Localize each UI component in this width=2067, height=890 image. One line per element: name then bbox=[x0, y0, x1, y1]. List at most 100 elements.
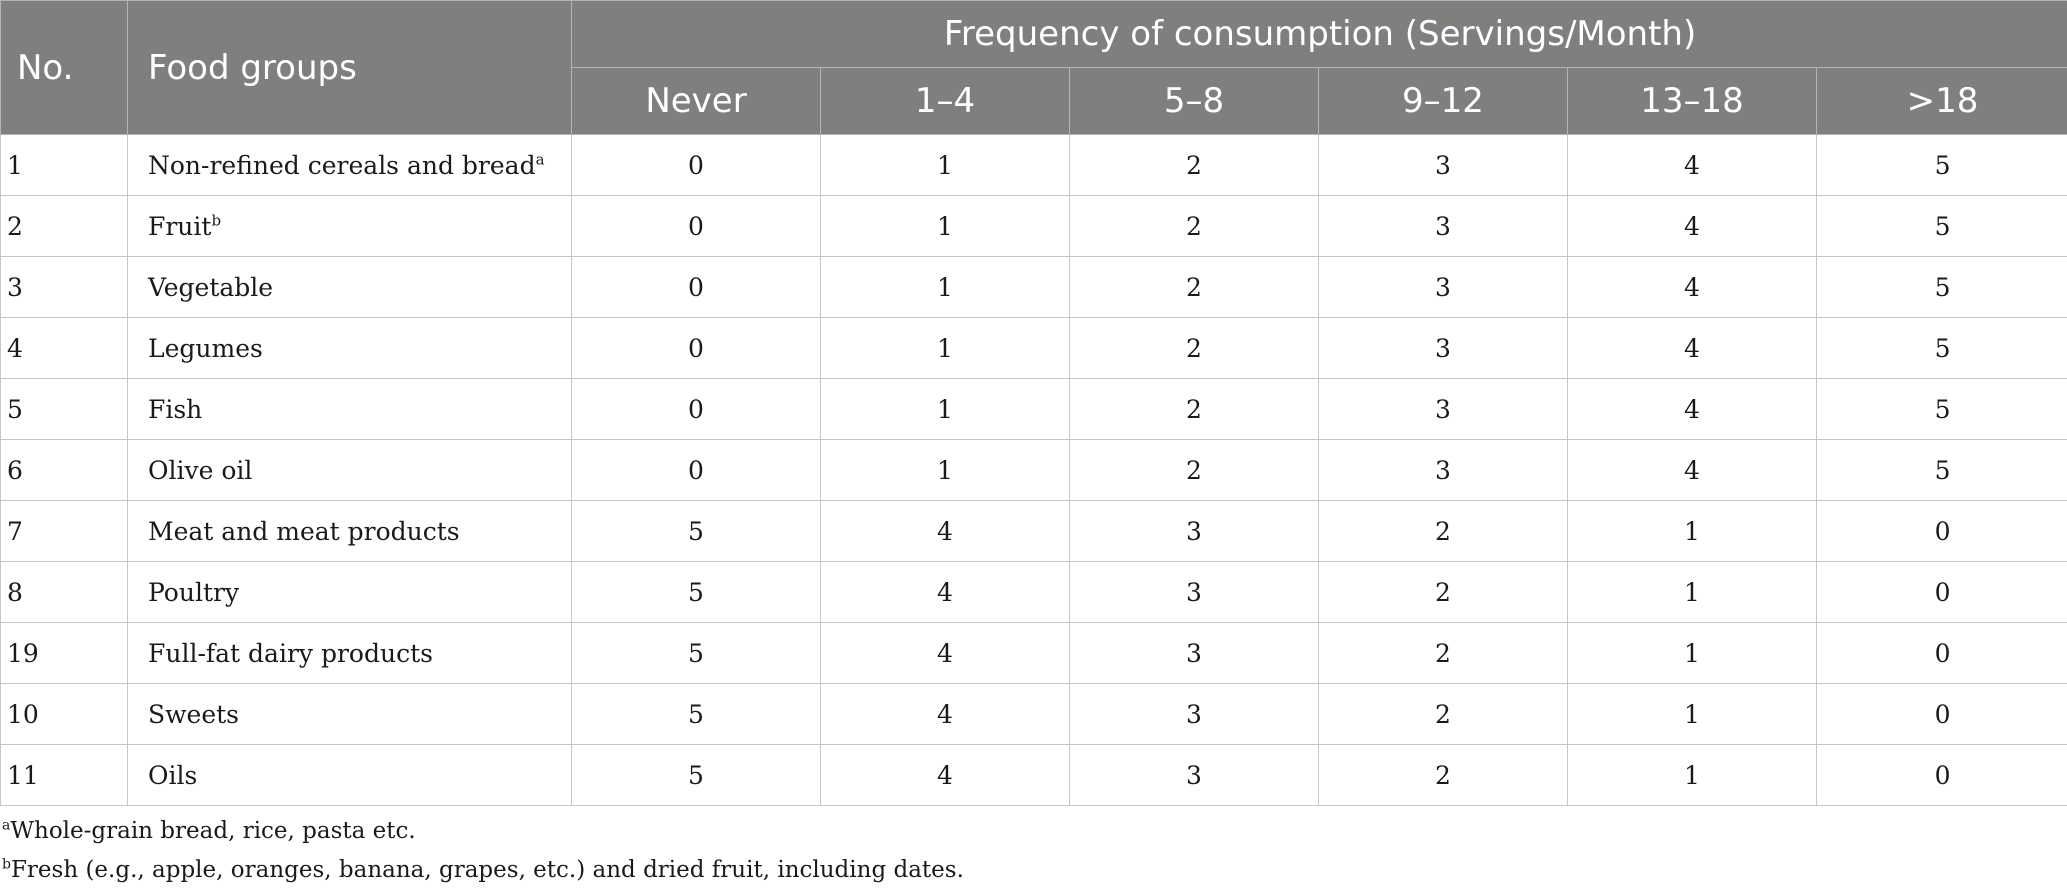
row-number: 4 bbox=[1, 318, 128, 379]
score-cell: 1 bbox=[1568, 623, 1817, 684]
score-cell: 1 bbox=[821, 318, 1070, 379]
score-cell: 3 bbox=[1319, 257, 1568, 318]
row-number: 2 bbox=[1, 196, 128, 257]
score-cell: 1 bbox=[821, 379, 1070, 440]
score-cell: 0 bbox=[572, 440, 821, 501]
score-cell: 3 bbox=[1070, 745, 1319, 806]
score-cell: 4 bbox=[1568, 379, 1817, 440]
score-cell: 0 bbox=[1817, 745, 2067, 806]
score-cell: 2 bbox=[1319, 562, 1568, 623]
score-cell: 2 bbox=[1070, 196, 1319, 257]
food-group-cell: Non-refined cereals and breada bbox=[128, 135, 572, 196]
score-cell: 4 bbox=[1568, 318, 1817, 379]
score-cell: 2 bbox=[1319, 684, 1568, 745]
food-group-name: Fish bbox=[148, 395, 202, 424]
score-cell: 4 bbox=[821, 745, 1070, 806]
food-group-cell: Legumes bbox=[128, 318, 572, 379]
footnote: aWhole-grain bread, rice, pasta etc. bbox=[2, 812, 2067, 851]
food-group-name: Sweets bbox=[148, 700, 239, 729]
score-cell: 3 bbox=[1319, 135, 1568, 196]
row-number: 5 bbox=[1, 379, 128, 440]
food-group-name: Poultry bbox=[148, 578, 239, 607]
score-cell: 3 bbox=[1070, 562, 1319, 623]
score-cell: 1 bbox=[1568, 745, 1817, 806]
header-col-gt-18: >18 bbox=[1817, 68, 2067, 135]
food-group-cell: Olive oil bbox=[128, 440, 572, 501]
food-group-cell: Poultry bbox=[128, 562, 572, 623]
score-cell: 1 bbox=[1568, 562, 1817, 623]
footnote-text: Fresh (e.g., apple, oranges, banana, gra… bbox=[11, 857, 964, 883]
score-cell: 0 bbox=[1817, 623, 2067, 684]
food-group-name: Legumes bbox=[148, 334, 263, 363]
score-cell: 4 bbox=[821, 501, 1070, 562]
food-group-name: Olive oil bbox=[148, 456, 252, 485]
row-number: 10 bbox=[1, 684, 128, 745]
food-group-name: Fruit bbox=[148, 212, 211, 241]
header-food-groups: Food groups bbox=[128, 1, 572, 135]
food-group-cell: Fruitb bbox=[128, 196, 572, 257]
score-cell: 3 bbox=[1319, 440, 1568, 501]
score-cell: 4 bbox=[1568, 257, 1817, 318]
score-cell: 5 bbox=[1817, 135, 2067, 196]
footnote-text: Whole-grain bread, rice, pasta etc. bbox=[10, 818, 415, 844]
food-group-name: Non-refined cereals and bread bbox=[148, 151, 536, 180]
score-cell: 3 bbox=[1319, 318, 1568, 379]
header-col-never: Never bbox=[572, 68, 821, 135]
food-group-cell: Vegetable bbox=[128, 257, 572, 318]
score-cell: 4 bbox=[821, 562, 1070, 623]
food-group-cell: Oils bbox=[128, 745, 572, 806]
food-group-cell: Fish bbox=[128, 379, 572, 440]
score-cell: 3 bbox=[1070, 623, 1319, 684]
score-cell: 0 bbox=[572, 379, 821, 440]
score-cell: 4 bbox=[1568, 440, 1817, 501]
row-number: 6 bbox=[1, 440, 128, 501]
score-cell: 5 bbox=[572, 745, 821, 806]
score-cell: 3 bbox=[1070, 501, 1319, 562]
food-group-name: Full-fat dairy products bbox=[148, 639, 433, 668]
score-cell: 1 bbox=[821, 196, 1070, 257]
score-cell: 0 bbox=[572, 257, 821, 318]
score-cell: 5 bbox=[1817, 440, 2067, 501]
food-group-name: Meat and meat products bbox=[148, 517, 460, 546]
score-cell: 2 bbox=[1070, 135, 1319, 196]
score-cell: 4 bbox=[1568, 135, 1817, 196]
header-col-9-12: 9–12 bbox=[1319, 68, 1568, 135]
row-number: 7 bbox=[1, 501, 128, 562]
score-cell: 2 bbox=[1319, 745, 1568, 806]
score-cell: 2 bbox=[1319, 501, 1568, 562]
score-cell: 1 bbox=[821, 257, 1070, 318]
score-cell: 1 bbox=[821, 440, 1070, 501]
score-cell: 4 bbox=[821, 623, 1070, 684]
food-group-name: Oils bbox=[148, 761, 197, 790]
score-cell: 0 bbox=[1817, 501, 2067, 562]
food-group-name: Vegetable bbox=[148, 273, 273, 302]
score-cell: 4 bbox=[1568, 196, 1817, 257]
score-cell: 5 bbox=[572, 684, 821, 745]
header-no: No. bbox=[1, 1, 128, 135]
food-group-cell: Full-fat dairy products bbox=[128, 623, 572, 684]
score-cell: 1 bbox=[1568, 684, 1817, 745]
score-cell: 5 bbox=[1817, 196, 2067, 257]
score-cell: 2 bbox=[1070, 379, 1319, 440]
score-cell: 2 bbox=[1070, 257, 1319, 318]
score-cell: 0 bbox=[1817, 684, 2067, 745]
score-cell: 3 bbox=[1319, 379, 1568, 440]
score-cell: 1 bbox=[1568, 501, 1817, 562]
score-cell: 2 bbox=[1319, 623, 1568, 684]
score-cell: 5 bbox=[1817, 379, 2067, 440]
food-frequency-scoring-table: No. Food groups Frequency of consumption… bbox=[0, 0, 2067, 806]
header-col-5-8: 5–8 bbox=[1070, 68, 1319, 135]
row-number: 1 bbox=[1, 135, 128, 196]
header-frequency: Frequency of consumption (Servings/Month… bbox=[572, 1, 2067, 68]
score-cell: 2 bbox=[1070, 440, 1319, 501]
